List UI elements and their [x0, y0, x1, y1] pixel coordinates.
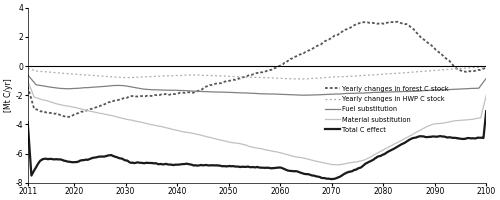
Y-axis label: [Mt C/yr]: [Mt C/yr]	[4, 78, 13, 112]
Legend: Yearly changes in forest C stock, Yearly changes in HWP C stock, Fuel substituti: Yearly changes in forest C stock, Yearly…	[322, 83, 452, 136]
